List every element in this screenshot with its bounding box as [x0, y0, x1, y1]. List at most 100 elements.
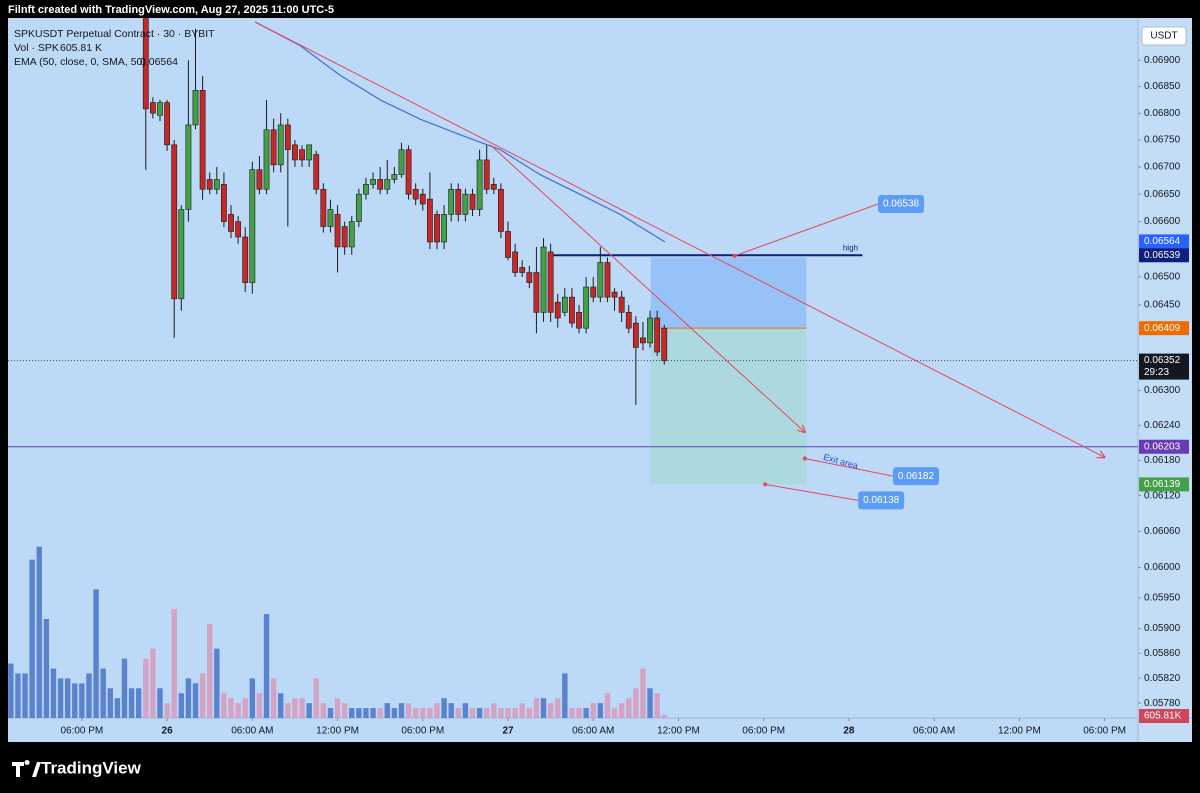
- volume-bar: [349, 708, 355, 718]
- candle-body: [270, 129, 277, 166]
- volume-bar: [377, 708, 383, 718]
- volume-bar: [228, 698, 234, 718]
- volume-bar: [29, 559, 35, 718]
- x-tick-label: 28: [843, 726, 855, 737]
- y-tick-label: 0.05860: [1144, 648, 1181, 659]
- volume-bar: [647, 688, 653, 718]
- volume-bar: [135, 688, 142, 718]
- candle-body: [526, 272, 533, 283]
- price-label: 0.06139: [1144, 479, 1181, 490]
- candle-body: [604, 262, 611, 298]
- callout-anchor: [763, 482, 768, 487]
- price-label: 0.06539: [1144, 250, 1181, 261]
- volume-bar: [15, 673, 21, 718]
- volume-bar: [370, 708, 376, 718]
- volume-bar: [590, 703, 596, 718]
- volume-bar: [150, 648, 156, 718]
- volume-bar: [278, 693, 284, 718]
- volume-bar: [363, 708, 369, 718]
- volume-bar: [107, 688, 113, 718]
- trendline: [254, 21, 1104, 457]
- volume-legend-value: 605.81 K: [60, 42, 102, 54]
- callout-label: 0.06538: [883, 199, 920, 210]
- candle-body: [661, 327, 668, 361]
- candle-body: [221, 184, 227, 222]
- candle-body: [512, 251, 519, 273]
- candle-body: [448, 188, 455, 215]
- volume-bar: [455, 708, 461, 718]
- volume-bar: [427, 708, 433, 718]
- volume-bar: [263, 614, 270, 718]
- volume-bar: [72, 683, 78, 718]
- volume-bar: [327, 708, 334, 718]
- volume-bar: [57, 678, 64, 718]
- y-tick-label: 0.05780: [1144, 698, 1181, 709]
- ema-legend-value: 0.06564: [140, 56, 178, 68]
- callout-box: [892, 467, 939, 486]
- price-label-box: [1139, 353, 1189, 380]
- volume-bar: [654, 693, 660, 718]
- currency-button[interactable]: [1141, 26, 1187, 46]
- volume-bar: [207, 623, 213, 718]
- candle-body: [476, 159, 483, 210]
- currency[interactable]: USDT: [1150, 31, 1177, 42]
- candle-body: [412, 188, 419, 200]
- candle-body: [313, 154, 320, 190]
- volume-bar: [93, 589, 99, 718]
- callout-line: [804, 457, 894, 477]
- volume-bar: [569, 708, 575, 718]
- volume-bar: [341, 703, 348, 718]
- candle-body: [398, 149, 405, 175]
- candle-body: [341, 226, 348, 248]
- candle-body: [327, 209, 334, 227]
- volume-bar: [114, 698, 121, 718]
- candle-body: [569, 296, 575, 324]
- candle-body: [249, 169, 256, 283]
- x-tick-label: 26: [162, 726, 174, 737]
- callout-label: 0.06138: [863, 495, 900, 506]
- brand-logo: [12, 760, 41, 777]
- callout-line: [734, 203, 879, 257]
- volume-bar: [79, 683, 85, 718]
- volume-bar: [235, 703, 241, 718]
- candle-body: [320, 188, 327, 227]
- volume-bar: [469, 708, 476, 718]
- volume-bar: [143, 658, 149, 718]
- candle-body: [498, 188, 504, 232]
- volume-bar: [8, 663, 14, 718]
- volume-bar: [128, 688, 135, 718]
- candle-body: [370, 179, 376, 185]
- volume-label: 605.81K: [1144, 711, 1182, 722]
- candle-body: [242, 236, 249, 283]
- candle-body: [164, 102, 170, 146]
- candle-body: [185, 124, 192, 210]
- candle-body: [547, 251, 554, 313]
- candle-body: [355, 193, 362, 222]
- volume-bar: [86, 673, 92, 718]
- y-tick-label: 0.06300: [1144, 385, 1181, 396]
- volume-bar: [476, 708, 483, 718]
- y-tick-label: 0.06450: [1144, 300, 1181, 311]
- volume-bar: [462, 703, 469, 718]
- candle-body: [654, 317, 661, 353]
- candle-body: [441, 214, 447, 243]
- y-tick-label: 0.06800: [1144, 108, 1181, 119]
- x-tick-label: 06:00 AM: [231, 726, 273, 737]
- price-label: 0.06564: [1144, 236, 1181, 247]
- volume-bar: [164, 703, 170, 718]
- candle-body: [235, 221, 242, 238]
- volume-bar: [64, 678, 71, 718]
- y-tick-label: 0.05950: [1144, 593, 1181, 604]
- risk-zone: [650, 257, 807, 329]
- volume-bar: [43, 619, 50, 718]
- candle-body: [199, 90, 206, 190]
- header: Filnft created with TradingView.com, Aug…: [8, 4, 334, 16]
- candle-body: [540, 246, 547, 313]
- candle-body: [576, 312, 582, 329]
- volume-legend: Vol · SPK: [14, 42, 59, 54]
- candle-body: [348, 221, 355, 248]
- price-label-box: [1139, 439, 1189, 454]
- candle-body: [455, 188, 462, 215]
- volume-bar: [306, 703, 312, 718]
